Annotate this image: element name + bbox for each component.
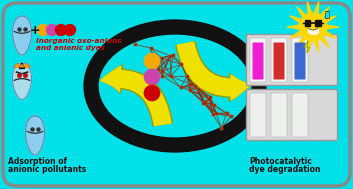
Circle shape [144,69,160,85]
Polygon shape [321,38,329,47]
Polygon shape [25,65,29,67]
FancyBboxPatch shape [294,43,305,80]
Text: Photocatalytic: Photocatalytic [249,156,312,166]
Polygon shape [289,32,300,38]
FancyArrowPatch shape [176,42,250,101]
Polygon shape [305,20,310,26]
FancyBboxPatch shape [246,35,337,85]
Circle shape [65,25,76,36]
Polygon shape [305,41,310,53]
Polygon shape [14,64,20,67]
Polygon shape [328,25,339,29]
FancyBboxPatch shape [246,90,337,140]
Circle shape [144,53,160,69]
Polygon shape [315,2,319,13]
Polygon shape [25,116,44,155]
Polygon shape [287,25,298,29]
Polygon shape [24,64,30,67]
Circle shape [144,85,160,101]
FancyBboxPatch shape [294,99,305,135]
FancyBboxPatch shape [271,38,287,82]
FancyBboxPatch shape [250,93,266,137]
FancyBboxPatch shape [252,99,263,135]
FancyArrowPatch shape [101,65,172,126]
Polygon shape [19,64,25,67]
Text: Adsorption of: Adsorption of [8,156,67,166]
FancyBboxPatch shape [252,43,263,80]
Circle shape [47,25,58,36]
Text: +: + [30,25,40,37]
FancyArrowPatch shape [177,42,250,100]
Polygon shape [315,41,319,52]
FancyArrowPatch shape [101,66,171,125]
Polygon shape [321,7,329,16]
Polygon shape [20,65,24,67]
Text: and anionic dyes: and anionic dyes [36,45,105,51]
Text: anionic pollutants: anionic pollutants [8,164,86,174]
Circle shape [299,13,327,41]
Polygon shape [325,32,336,38]
FancyBboxPatch shape [271,93,287,137]
FancyBboxPatch shape [292,93,308,137]
Circle shape [37,25,48,36]
Text: dye degradation: dye degradation [249,164,321,174]
FancyBboxPatch shape [3,3,350,186]
Polygon shape [12,16,31,55]
Polygon shape [297,38,305,47]
Polygon shape [307,2,311,13]
Polygon shape [12,63,31,99]
FancyBboxPatch shape [292,38,308,82]
Polygon shape [307,41,311,52]
Circle shape [55,25,66,36]
Polygon shape [325,16,336,22]
Text: 👍: 👍 [325,10,330,19]
FancyBboxPatch shape [274,43,285,80]
FancyBboxPatch shape [250,38,266,82]
FancyBboxPatch shape [274,99,285,135]
Polygon shape [315,20,321,26]
Polygon shape [15,65,19,67]
Text: Inorganic oxo-anions: Inorganic oxo-anions [36,38,122,44]
Polygon shape [297,7,305,16]
Polygon shape [289,16,300,22]
